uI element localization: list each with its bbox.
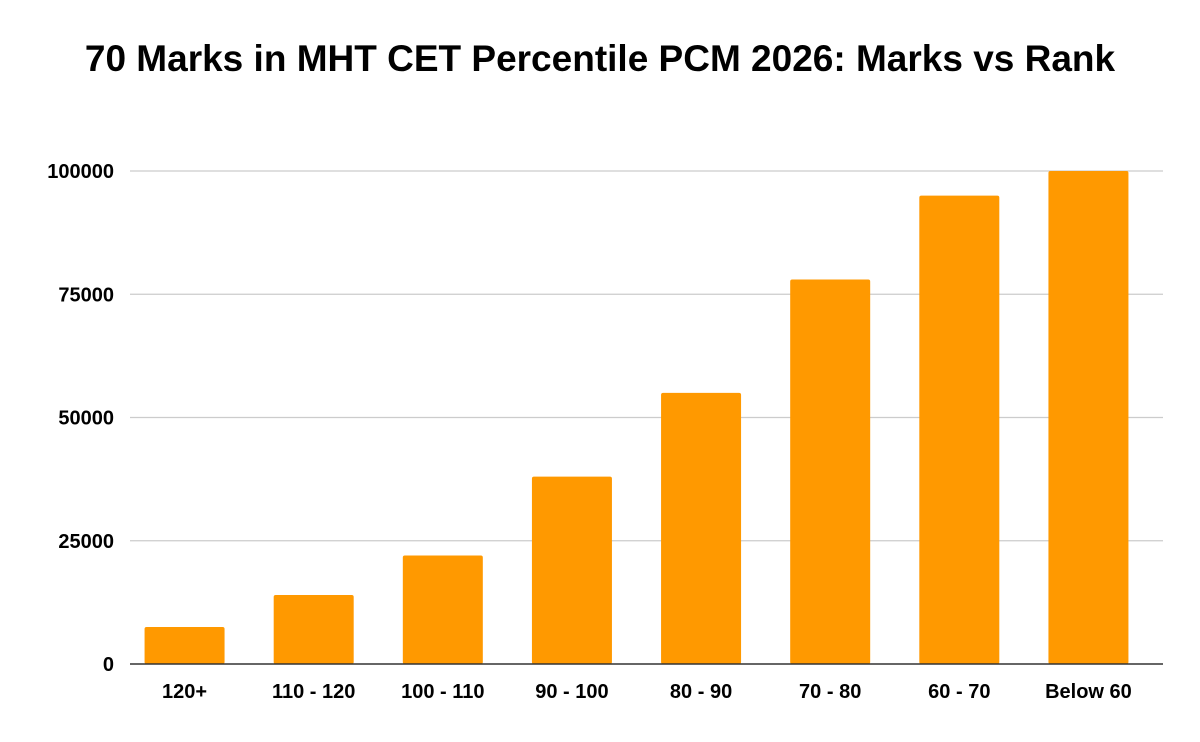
bar-0 [144, 627, 225, 664]
x-tick-label: 100 - 110 [401, 681, 484, 703]
bar-1 [273, 594, 354, 664]
bar-2 [402, 555, 483, 664]
y-tick-label: 0 [103, 654, 114, 676]
y-tick-label: 100000 [47, 161, 114, 183]
x-tick-label: 110 - 120 [272, 681, 355, 703]
bar-6 [919, 195, 1000, 664]
x-tick-label: Below 60 [1045, 681, 1132, 703]
bar-3 [531, 476, 612, 664]
x-tick-label: 90 - 100 [535, 681, 608, 703]
x-tick-label: 70 - 80 [799, 681, 861, 703]
y-tick-label: 50000 [58, 408, 114, 430]
bar-5 [790, 279, 871, 664]
x-tick-label: 60 - 70 [928, 681, 990, 703]
bar-7 [1048, 171, 1129, 664]
y-tick-label: 25000 [58, 531, 114, 553]
x-tick-label: 80 - 90 [670, 681, 732, 703]
chart-title: 70 Marks in MHT CET Percentile PCM 2026:… [84, 38, 1116, 79]
bar-4 [661, 392, 742, 664]
x-tick-label: 120+ [162, 681, 207, 703]
y-tick-label: 75000 [58, 284, 114, 306]
